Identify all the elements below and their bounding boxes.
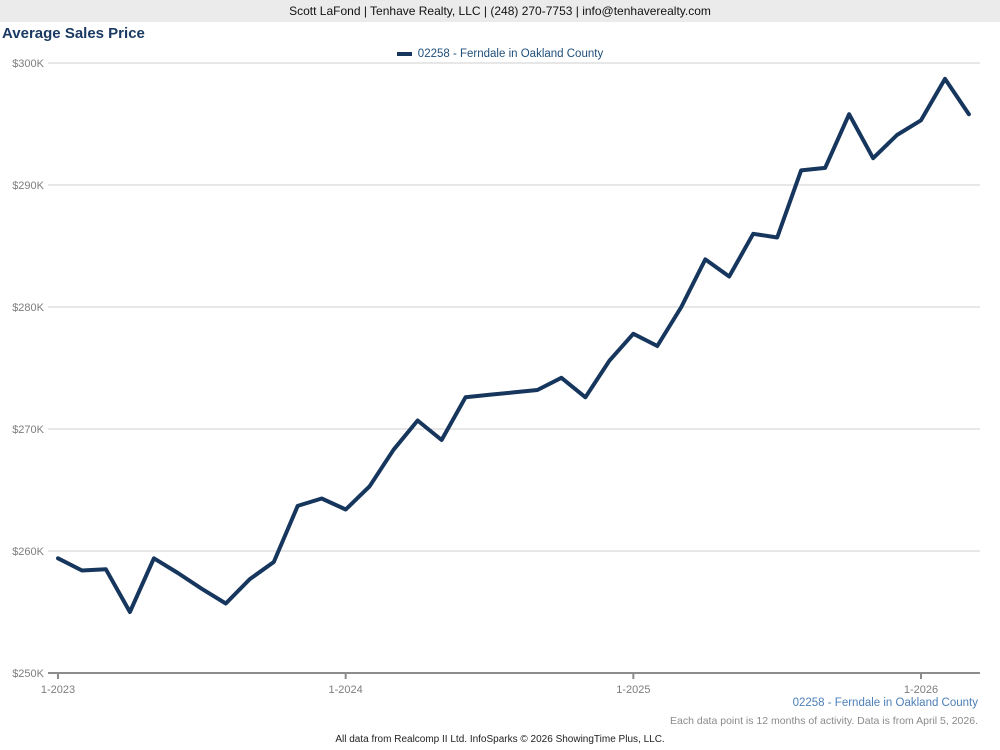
footer-data-note: Each data point is 12 months of activity… xyxy=(670,715,978,727)
x-axis-tick-label: 1-2023 xyxy=(41,684,75,696)
y-axis-tick-label: $260K xyxy=(12,546,44,558)
chart-legend: 02258 - Ferndale in Oakland County xyxy=(0,47,1000,61)
contact-line: Scott LaFond | Tenhave Realty, LLC | (24… xyxy=(289,4,711,18)
x-axis-tick-label: 1-2025 xyxy=(616,684,650,696)
y-axis-tick-label: $250K xyxy=(12,668,44,680)
y-axis-tick-label: $280K xyxy=(12,302,44,314)
x-axis-tick-label: 1-2026 xyxy=(904,684,938,696)
x-axis-tick-label: 1-2024 xyxy=(329,684,363,696)
header-contact-bar: Scott LaFond | Tenhave Realty, LLC | (24… xyxy=(0,0,1000,22)
y-axis-tick-label: $290K xyxy=(12,180,44,192)
chart-title: Average Sales Price xyxy=(2,25,145,42)
legend-line-swatch xyxy=(396,52,412,56)
chart-line xyxy=(56,76,971,614)
legend-series-label: 02258 - Ferndale in Oakland County xyxy=(417,48,604,60)
y-axis-tick-label: $300K xyxy=(12,58,44,70)
y-axis-tick-label: $270K xyxy=(12,424,44,436)
footer-series-label: 02258 - Ferndale in Oakland County xyxy=(792,697,978,709)
footer-attribution: All data from Realcomp II Ltd. InfoSpark… xyxy=(335,734,665,745)
